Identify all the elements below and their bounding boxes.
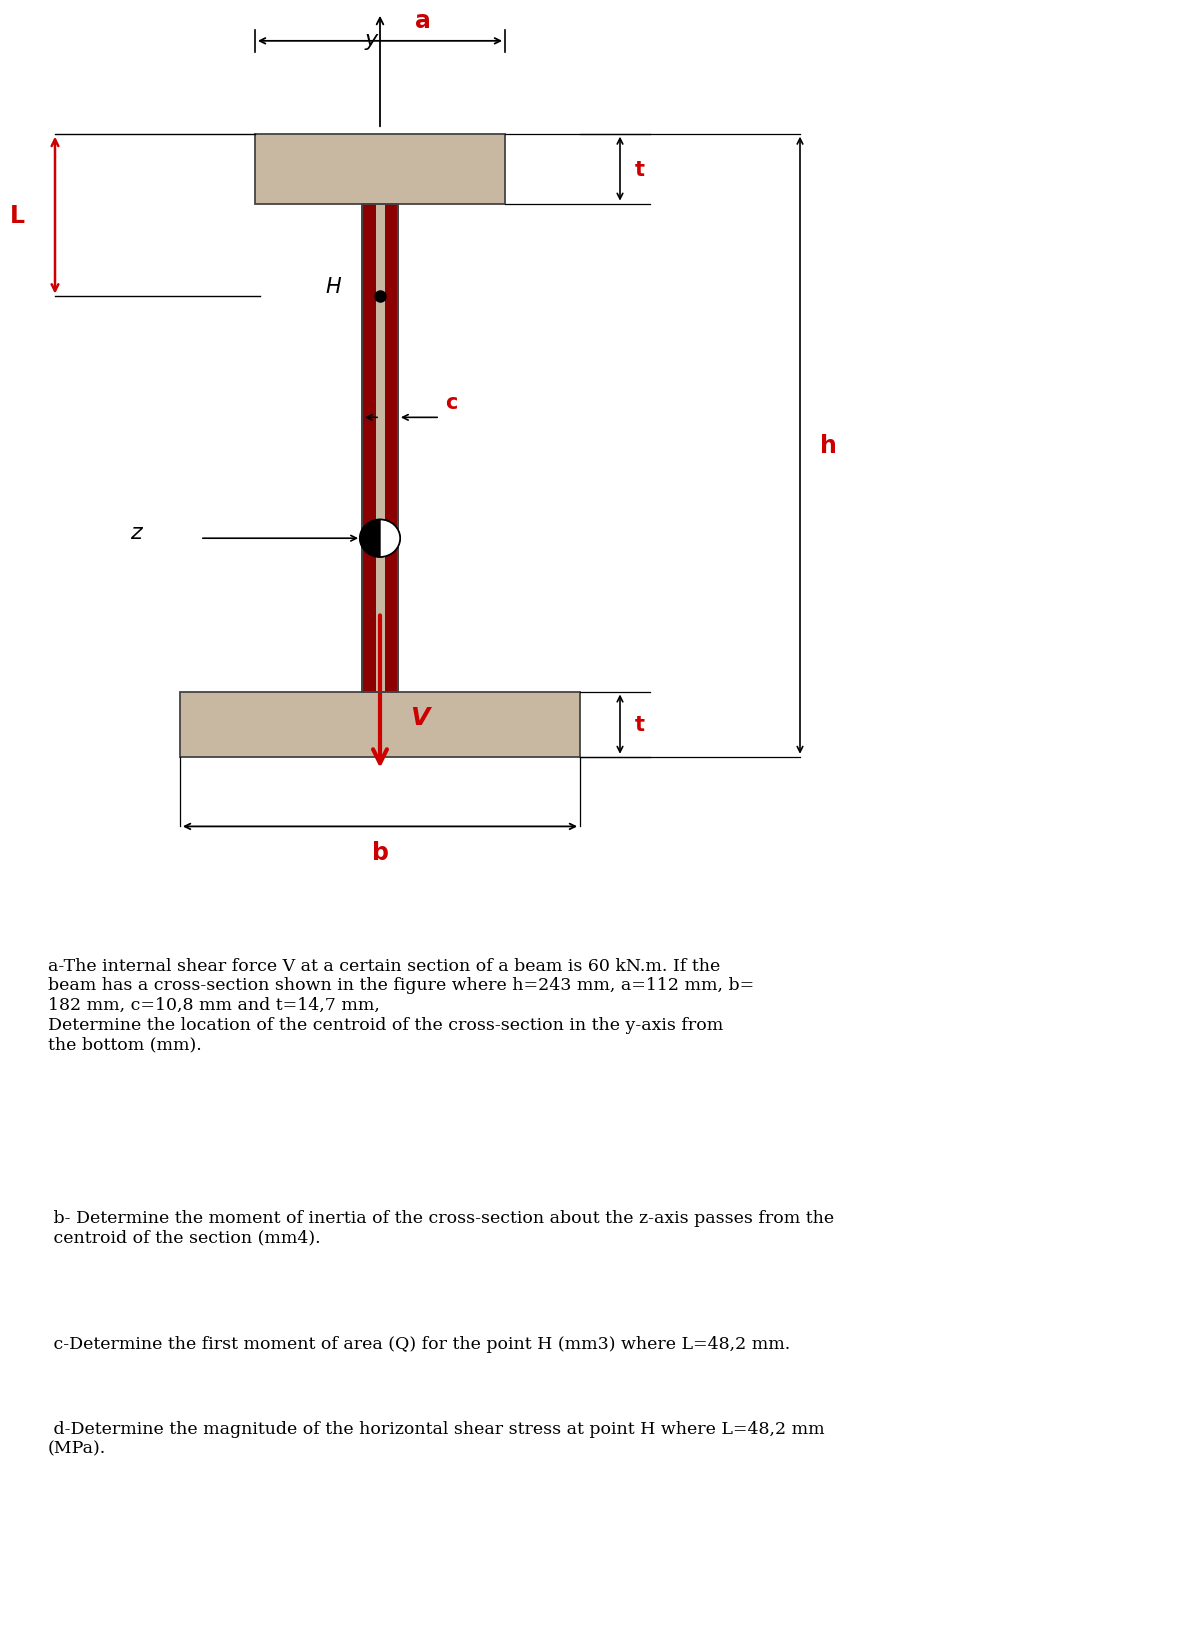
Text: a-The internal shear force V at a certain section of a beam is 60 kN.m. If the
b: a-The internal shear force V at a certai…	[48, 957, 755, 1053]
Text: b- Determine the moment of inertia of the cross-section about the z-axis passes : b- Determine the moment of inertia of th…	[48, 1209, 834, 1245]
Text: c: c	[445, 393, 457, 412]
Bar	[254, 135, 505, 204]
Text: a: a	[415, 8, 431, 33]
Text: V: V	[410, 706, 430, 730]
Bar	[362, 204, 398, 693]
Text: z: z	[130, 523, 142, 543]
Text: H: H	[325, 277, 341, 297]
Wedge shape	[380, 520, 400, 557]
Text: t: t	[635, 714, 646, 735]
Text: y: y	[365, 31, 378, 51]
Bar	[180, 693, 580, 758]
Wedge shape	[360, 520, 380, 557]
Bar	[362, 204, 398, 693]
Text: c-Determine the first moment of area (Q) for the point H (mm3) where L=48,2 mm.: c-Determine the first moment of area (Q)…	[48, 1335, 791, 1353]
Text: h: h	[820, 434, 836, 458]
Text: L: L	[10, 204, 25, 228]
Bar	[384, 204, 397, 693]
Text: t: t	[635, 160, 646, 179]
Text: d-Determine the magnitude of the horizontal shear stress at point H where L=48,2: d-Determine the magnitude of the horizon…	[48, 1420, 824, 1456]
Text: b: b	[372, 841, 389, 864]
Bar	[364, 204, 376, 693]
